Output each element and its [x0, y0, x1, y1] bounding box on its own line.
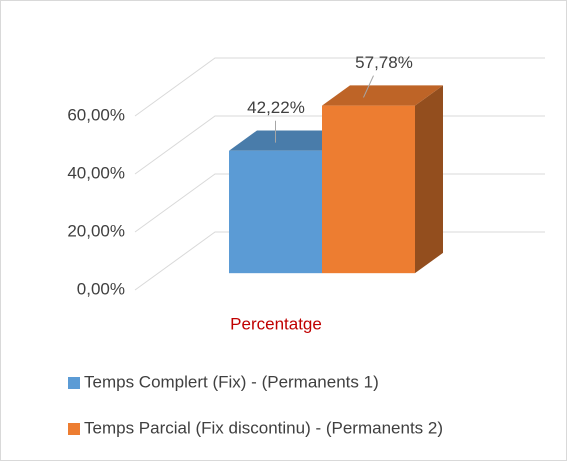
- bar: [322, 105, 415, 274]
- grid-line: [134, 57, 545, 117]
- legend-swatch: [68, 377, 80, 389]
- legend-label: Temps Complert (Fix) - (Permanents 1): [84, 372, 379, 391]
- value-label: 57,78%: [355, 53, 413, 72]
- y-tick-label: 0,00%: [77, 279, 125, 298]
- bar: [229, 150, 322, 274]
- y-tick-label: 40,00%: [67, 163, 125, 182]
- leader-line: [363, 75, 374, 98]
- bar-side: [415, 85, 443, 274]
- y-tick-label: 20,00%: [67, 221, 125, 240]
- bar-top: [322, 85, 443, 106]
- bar-top: [229, 130, 350, 151]
- x-tick-label: Percentatge: [230, 314, 322, 333]
- value-label: 42,22%: [247, 98, 305, 117]
- legend-label: Temps Parcial (Fix discontinu) - (Perman…: [84, 418, 443, 437]
- legend-swatch: [68, 423, 80, 435]
- y-tick-label: 60,00%: [67, 105, 125, 124]
